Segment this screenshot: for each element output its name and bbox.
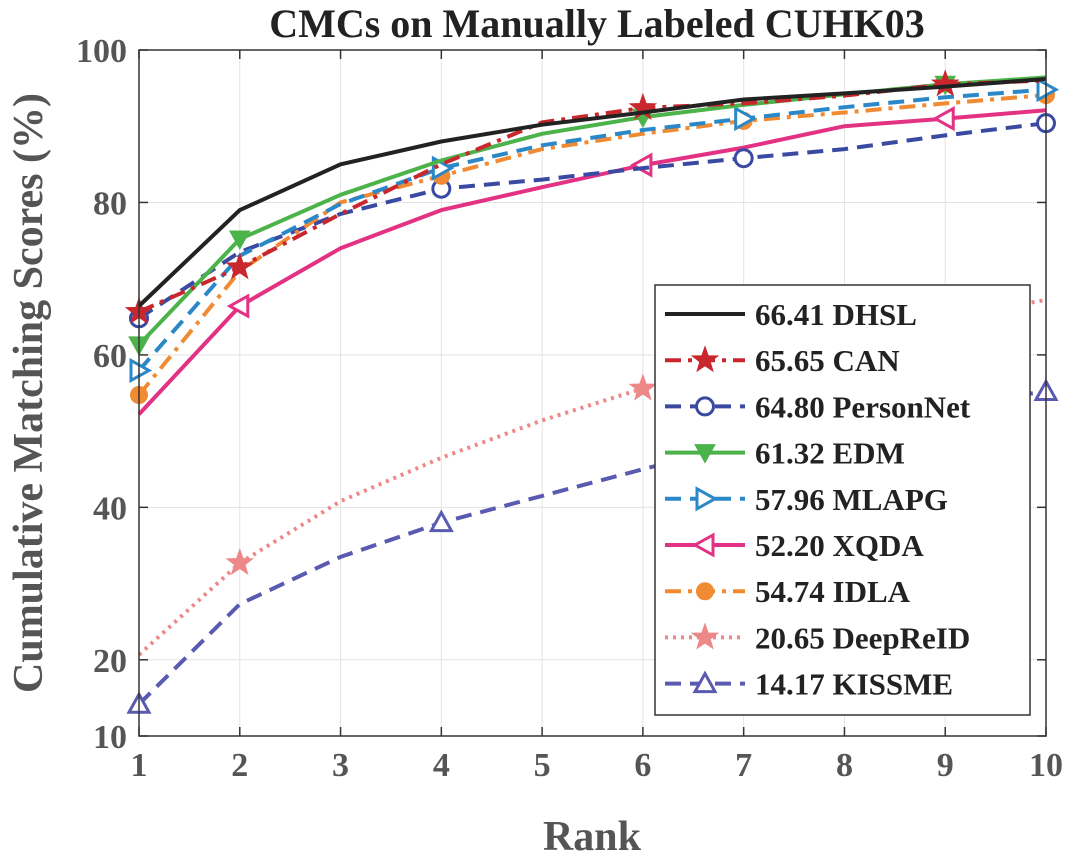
legend-label-edm: 61.32 EDM (755, 436, 905, 471)
legend-marker-mlapg (695, 486, 719, 512)
series-line-personnet (137, 121, 1047, 320)
legend-marker-kissme (692, 670, 718, 694)
data-point-can (225, 252, 255, 280)
legend-label-xqda: 52.20 XQDA (755, 528, 924, 563)
data-point-personnet (733, 148, 754, 169)
data-point-kissme (428, 509, 454, 533)
legend-label-deepreid: 20.65 DeepReID (755, 620, 970, 655)
chart-title: CMCs on Manually Labeled CUHK03 (269, 1, 925, 46)
legend-label-can: 65.65 CAN (755, 343, 900, 378)
legend-label-dhsl: 66.41 DHSL (755, 297, 917, 332)
x-axis-label: Rank (543, 814, 642, 856)
y-tick-label: 20 (93, 643, 127, 680)
series-line-mlapg (137, 87, 1047, 372)
legend-marker-idla (696, 582, 714, 601)
x-tick-label: 8 (836, 747, 853, 784)
series-mlapg (129, 77, 1060, 383)
y-tick-label: 40 (93, 490, 127, 527)
x-tick-label: 5 (534, 747, 551, 784)
legend: 66.41 DHSL 65.65 CAN 64.80 PersonNet 61.32 … (654, 284, 1031, 716)
series-xqda (137, 106, 1047, 416)
x-tick-label: 1 (131, 747, 148, 784)
legend-label-personnet: 64.80 PersonNet (755, 389, 971, 424)
legend-label-mlapg: 57.96 MLAPG (755, 482, 948, 517)
data-point-deepreid (225, 548, 255, 576)
x-tick-label: 9 (937, 747, 954, 784)
y-tick-label: 10 (93, 719, 127, 756)
legend-marker-deepreid (690, 622, 720, 650)
data-point-mlapg (129, 357, 153, 383)
x-tick-label: 3 (332, 747, 349, 784)
series-deepreid (137, 298, 1047, 657)
data-point-can (930, 69, 960, 97)
axis-ticks: 1 2 3 4 5 6 7 8 9 10 10 20 40 60 80 100 (76, 33, 1063, 784)
y-tick-label: 60 (93, 338, 127, 375)
x-tick-label: 7 (735, 747, 752, 784)
legend-marker-can (690, 345, 720, 373)
x-tick-label: 2 (231, 747, 248, 784)
y-axis-label: Cumulative Matching Scores (%) (6, 93, 52, 693)
legend-marker-xqda (691, 532, 715, 558)
legend-marker-edm (694, 444, 716, 464)
x-tick-label: 6 (634, 747, 651, 784)
data-point-edm (228, 230, 251, 251)
legend-label-kissme: 14.17 KISSME (755, 667, 953, 702)
y-tick-label: 100 (76, 33, 127, 70)
data-point-deepreid (628, 373, 658, 401)
legend-marker-personnet (695, 396, 715, 417)
data-point-mlapg (734, 106, 757, 132)
data-point-xqda (932, 106, 955, 132)
legend-label-idla: 54.74 IDLA (755, 574, 911, 609)
series-line-dhsl (137, 77, 1047, 308)
x-tick-label: 4 (433, 747, 450, 784)
series-dhsl (137, 77, 1047, 308)
x-tick-label: 10 (1029, 747, 1063, 784)
data-point-xqda (226, 293, 250, 319)
y-tick-label: 80 (93, 185, 127, 222)
plot-frame (138, 49, 1047, 737)
data-point-mlapg (1036, 77, 1060, 103)
series-line-xqda (137, 108, 1047, 416)
